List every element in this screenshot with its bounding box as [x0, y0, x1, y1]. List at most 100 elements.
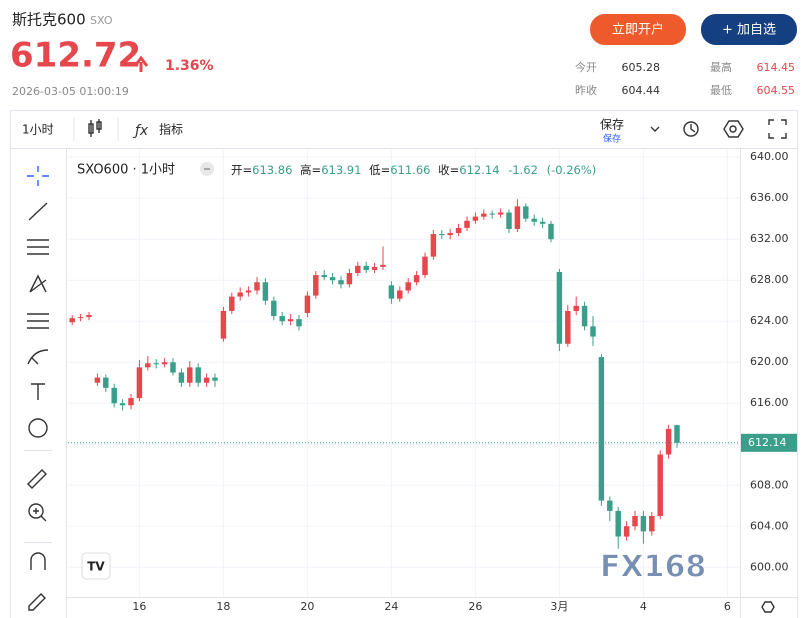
title: 斯托克600: [12, 11, 86, 29]
stat-value: 605.28: [622, 61, 661, 74]
candle-body: [607, 500, 613, 511]
brush-tool[interactable]: [27, 349, 49, 365]
open-account-button[interactable]: [590, 14, 686, 45]
candle-body: [430, 234, 437, 257]
magnet-tool[interactable]: [30, 552, 46, 570]
watermark: FX168: [600, 550, 706, 585]
chart-title: SXO600 · 1小时: [77, 163, 175, 178]
fib-tool[interactable]: [27, 239, 49, 255]
zoom-tool[interactable]: [28, 503, 44, 519]
candle-body: [145, 363, 151, 368]
candle-body: [313, 275, 319, 296]
candle-body: [413, 275, 420, 283]
candle-body: [514, 206, 521, 229]
candle-body: [212, 377, 218, 381]
candle-body: [321, 275, 327, 278]
candle-body: [254, 282, 260, 291]
candle-body: [119, 403, 126, 406]
lock-tool[interactable]: [28, 593, 46, 611]
candle-body: [556, 272, 563, 344]
candle-body: [77, 317, 84, 319]
pattern-tool[interactable]: [29, 274, 47, 293]
settings-icon[interactable]: [723, 120, 744, 138]
add-watch-label[interactable]: + 加自选: [722, 23, 776, 38]
candle-body: [237, 292, 243, 297]
line-tool[interactable]: [28, 202, 48, 221]
candle-body: [271, 300, 277, 317]
candle-body: [405, 282, 411, 291]
close-label: 收=: [438, 163, 459, 177]
stat-label: 今开: [575, 60, 597, 74]
y-tick-label: 608.00: [750, 478, 789, 491]
candle-body: [397, 290, 403, 299]
candle-body: [287, 319, 294, 322]
price: 612.72: [10, 36, 141, 76]
open-account-label[interactable]: 立即开户: [612, 22, 664, 38]
drawing-tools: [27, 166, 49, 611]
close-value: 612.14: [459, 163, 499, 177]
candle-body: [262, 282, 269, 301]
fx-icon[interactable]: ƒx: [132, 123, 149, 139]
candle-body: [388, 285, 395, 299]
candle-body: [229, 296, 235, 311]
projection-tool[interactable]: [27, 313, 49, 329]
axis-settings[interactable]: [761, 601, 775, 613]
save[interactable]: 保存: [600, 118, 624, 132]
candle-body: [203, 377, 210, 383]
candle-body: [220, 310, 227, 339]
y-tick-label: 620.00: [750, 355, 789, 368]
x-tick-label: 4: [640, 600, 647, 613]
candle-body: [481, 213, 487, 217]
change-value: -1.62: [508, 163, 538, 177]
add-watch-button[interactable]: [701, 14, 797, 45]
candle-body: [111, 387, 117, 404]
ohlc-legend: 开=613.86 高=613.91 低=611.66 收=612.14 -1.6…: [231, 163, 596, 177]
candle-body: [380, 264, 386, 267]
candle-body: [455, 227, 462, 234]
interval[interactable]: 1小时: [22, 123, 54, 137]
candle-body: [472, 216, 479, 221]
text-tool[interactable]: [31, 383, 45, 400]
y-tick-label: 600.00: [750, 560, 789, 573]
replay-icon[interactable]: [683, 121, 699, 137]
candle-body: [195, 367, 201, 383]
ruler-tool[interactable]: [27, 469, 47, 489]
candle-body: [581, 305, 588, 327]
candle-body: [304, 295, 311, 314]
candle-body: [548, 223, 554, 240]
x-tick-label: 18: [216, 600, 230, 613]
indicators[interactable]: 指标: [159, 122, 183, 137]
candle-body: [464, 220, 470, 228]
candle-body: [523, 206, 529, 219]
candle-body: [489, 213, 495, 215]
candle-body: [640, 516, 647, 532]
save-sub[interactable]: 保存: [603, 133, 621, 145]
x-tick-label: 26: [468, 600, 482, 613]
emoji-tool[interactable]: [28, 418, 48, 438]
y-tick-label: 604.00: [750, 519, 789, 532]
candle-body: [497, 212, 504, 215]
dropdown[interactable]: [650, 126, 660, 132]
crosshair-tool[interactable]: [27, 166, 49, 186]
high-label: 高=: [300, 163, 321, 177]
y-tick-label: 628.00: [750, 273, 789, 286]
candle-body: [170, 362, 176, 373]
y-tick-label: 636.00: [750, 191, 789, 204]
candle-body: [615, 510, 621, 537]
last-price-label: 612.14: [748, 436, 787, 449]
fullscreen-icon[interactable]: [768, 119, 787, 139]
x-tick-label: 20: [300, 600, 314, 613]
tv-logo: [81, 552, 111, 580]
candle-body: [86, 315, 92, 318]
change: 1.36%: [165, 58, 214, 74]
candle-body: [128, 398, 134, 406]
candle-body: [296, 319, 302, 327]
candle-body: [161, 362, 168, 365]
candle-body: [329, 277, 336, 281]
last-price-tag: [741, 433, 797, 452]
candle-body: [565, 310, 571, 344]
candle-body: [371, 266, 378, 270]
stat-value: 614.45: [757, 61, 796, 74]
candle-icon[interactable]: [88, 119, 102, 137]
